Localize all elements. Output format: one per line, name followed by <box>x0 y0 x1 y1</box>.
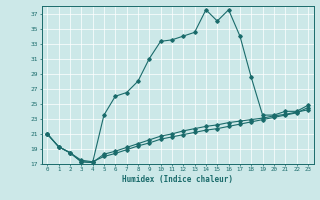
X-axis label: Humidex (Indice chaleur): Humidex (Indice chaleur) <box>122 175 233 184</box>
